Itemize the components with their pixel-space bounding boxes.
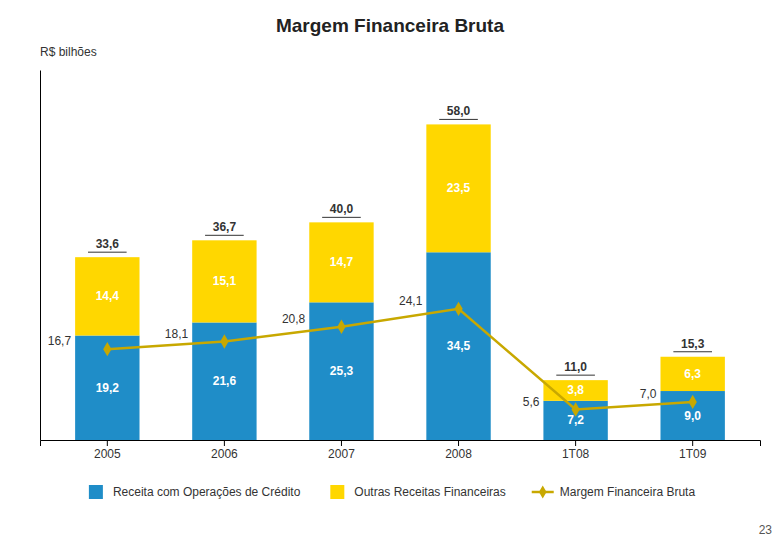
total-underline: [673, 351, 712, 352]
line-value-label: 20,8: [282, 312, 306, 326]
legend-item: Margem Financeira Bruta: [532, 485, 696, 499]
x-tick-mark: [224, 440, 225, 446]
x-tick: 2008: [445, 440, 472, 461]
x-tick-label: 2006: [211, 447, 238, 461]
bar: [543, 401, 607, 440]
plot: 2005 2006 2007 2008 1T08 1T09 19,2 21,6 25,3 34,5…: [41, 71, 761, 461]
bar-value-label: 3,8: [567, 383, 584, 397]
bar-value-label: 14,4: [96, 289, 120, 303]
legend-item: Outras Receitas Financeiras: [330, 485, 505, 499]
x-tick: 1T09: [679, 440, 707, 461]
bar-value-label: 34,5: [447, 339, 471, 353]
line-marker: [103, 342, 111, 356]
line-marker: [220, 334, 228, 348]
x-tick: 2005: [94, 440, 121, 461]
total-label: 36,7: [213, 220, 237, 234]
x-tick-mark: [341, 440, 342, 446]
annotation: 23: [759, 523, 773, 537]
line-value-label: 18,1: [165, 327, 189, 341]
legend-label: Receita com Operações de Crédito: [113, 485, 301, 499]
total-underline: [556, 375, 595, 376]
line-value-label: 16,7: [48, 334, 72, 348]
legend: Receita com Operações de Crédito Outras R…: [89, 485, 696, 499]
bar-value-label: 25,3: [330, 364, 354, 378]
x-tick: 2006: [211, 440, 238, 461]
x-tick-label: 1T08: [562, 447, 590, 461]
line-value-label: 7,0: [640, 387, 657, 401]
total-label: 40,0: [330, 202, 354, 216]
bar-series: [75, 252, 725, 440]
legend-swatch: [330, 485, 344, 499]
total-label: 15,3: [681, 337, 705, 351]
x-tick-mark: [107, 440, 108, 446]
legend-marker: [539, 485, 547, 498]
bar: [426, 124, 490, 252]
x-tick-label: 2007: [328, 447, 355, 461]
bar: [426, 252, 490, 440]
total-label: 11,0: [564, 360, 587, 374]
bar: [309, 222, 373, 302]
bar: [660, 391, 724, 440]
line-value-label: 24,1: [399, 294, 423, 308]
total-underline: [205, 235, 244, 236]
legend-item: Receita com Operações de Crédito: [89, 485, 301, 499]
line-series: [103, 302, 697, 417]
bar-value-label: 21,6: [213, 374, 237, 388]
bar-value-label: 15,1: [213, 274, 237, 288]
title: Margem Financeira Bruta: [276, 15, 504, 36]
y-axis-line: [40, 71, 41, 441]
bar-value-label: 23,5: [447, 181, 471, 195]
marks: [75, 124, 725, 440]
bar-value-label: 14,7: [330, 255, 354, 269]
x-tick-label: 2008: [445, 447, 472, 461]
bar: [75, 336, 139, 440]
x-tick-mark: [692, 440, 693, 446]
labels: 19,2 21,6 25,3 34,5 7,2 9,0 14,4 15,1 14,7 23,5 3,…: [48, 104, 712, 427]
x-axis-line: [41, 441, 761, 447]
line-marker: [454, 302, 462, 316]
bar-series: [75, 124, 725, 400]
chart: 2005 2006 2007 2008 1T08 1T09 19,2 21,6 25,3 34,5…: [0, 0, 780, 540]
x-tick-label: 1T09: [679, 447, 707, 461]
x-tick: 2007: [328, 440, 355, 461]
y-axis-label: R$ bilhões: [40, 45, 97, 59]
legend-label: Outras Receitas Financeiras: [354, 485, 505, 499]
x-tick-mark: [458, 440, 459, 446]
line-marker: [337, 320, 345, 334]
x-tick-label: 2005: [94, 447, 121, 461]
line-value-label: 5,6: [523, 395, 540, 409]
total-label: 33,6: [96, 237, 120, 251]
bar: [192, 240, 256, 322]
bar: [660, 357, 724, 391]
bar-value-label: 6,3: [684, 367, 701, 381]
x-tick: 1T08: [562, 440, 590, 461]
bar: [75, 257, 139, 335]
total-label: 58,0: [447, 104, 471, 118]
y-axis: [40, 71, 41, 441]
total-underline: [88, 252, 127, 253]
x-axis: 2005 2006 2007 2008 1T08 1T09: [41, 440, 761, 461]
line: [107, 309, 692, 410]
bar-value-label: 9,0: [684, 409, 701, 423]
bar-value-label: 19,2: [96, 381, 120, 395]
bar-value-label: 7,2: [567, 413, 584, 427]
total-underline: [322, 217, 361, 218]
legend-swatch: [89, 485, 103, 499]
total-underline: [439, 119, 478, 120]
x-tick-mark: [575, 440, 576, 446]
legend-label: Margem Financeira Bruta: [560, 485, 696, 499]
line-marker: [689, 395, 697, 409]
bar: [192, 322, 256, 440]
